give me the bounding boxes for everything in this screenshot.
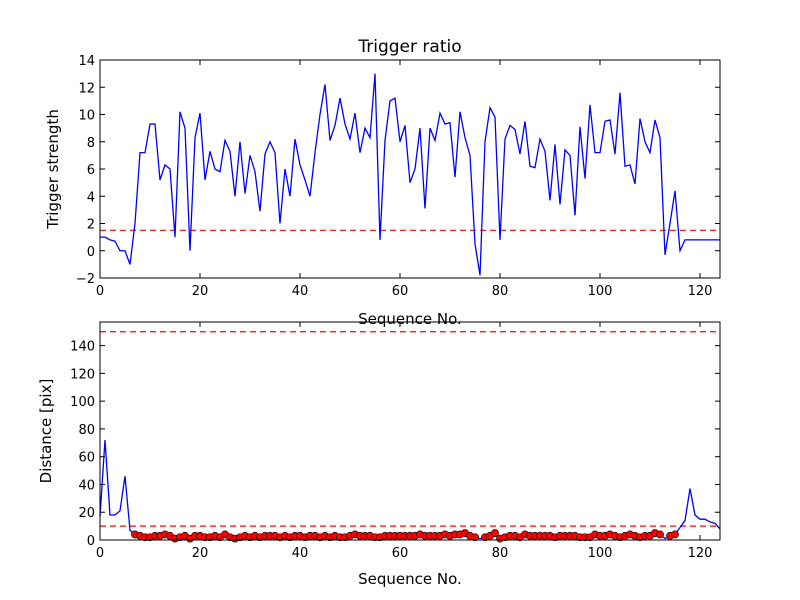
x-tick-label: 20: [192, 284, 209, 299]
x-tick-label: 20: [192, 546, 209, 561]
distance-marker: [491, 529, 499, 537]
x-tick-label: 60: [392, 284, 409, 299]
bottom-ticks: 0 20 40 60 80 100 120 0 20 40 60 80 100 120 140: [70, 322, 720, 561]
y-tick-label: 60: [78, 451, 95, 466]
y-tick-label: 0: [87, 245, 95, 260]
top-x-axis-label: Sequence No.: [358, 310, 462, 328]
bottom-plot-frame: [99, 321, 721, 541]
x-tick-label: 0: [96, 284, 104, 299]
bottom-y-axis-label: Distance [pix]: [37, 379, 55, 484]
x-tick-label: 120: [688, 546, 713, 561]
y-tick-label: 2: [87, 218, 95, 233]
distance-marker: [471, 533, 479, 542]
x-tick-label: 0: [96, 546, 104, 561]
distance-marker: [671, 530, 679, 539]
y-tick-label: 6: [87, 163, 95, 178]
distance-marker: [656, 530, 664, 539]
x-tick-label: 100: [588, 546, 613, 561]
x-tick-label: 80: [492, 284, 509, 299]
y-tick-label: 10: [78, 109, 95, 124]
y-tick-label: 100: [70, 395, 95, 410]
x-tick-label: 40: [292, 284, 309, 299]
top-plot-frame: [99, 59, 721, 279]
y-tick-label: 120: [70, 367, 95, 382]
x-tick-label: 40: [292, 546, 309, 561]
trigger-ratio-chart: Trigger ratio 0 20 40 60 80 100 120−2024681012…: [44, 37, 721, 328]
y-tick-label: 20: [78, 506, 95, 521]
y-tick-label: 14: [78, 54, 95, 69]
x-tick-label: 60: [392, 546, 409, 561]
y-tick-label: 40: [78, 478, 95, 493]
y-tick-label: 140: [70, 340, 95, 355]
y-tick-label: 80: [78, 423, 95, 438]
top-y-axis-label: Trigger strength: [44, 109, 62, 230]
y-tick-label: 0: [87, 534, 95, 549]
x-tick-label: 80: [492, 546, 509, 561]
y-tick-label: 8: [87, 136, 95, 151]
chart-title: Trigger ratio: [357, 37, 461, 57]
x-tick-label: 120: [688, 284, 713, 299]
y-tick-label: 4: [87, 190, 95, 205]
y-tick-label: 12: [78, 81, 95, 96]
trigger-strength-line: [100, 73, 720, 276]
bottom-thresholds: [100, 331, 720, 527]
y-tick-label: −2: [76, 272, 95, 287]
distance-chart: 0 20 40 60 80 100 120 0 20 40 60 80 100 120 140 Sequen…: [37, 321, 721, 588]
x-tick-label: 100: [588, 284, 613, 299]
bottom-x-axis-label: Sequence No.: [358, 570, 462, 588]
